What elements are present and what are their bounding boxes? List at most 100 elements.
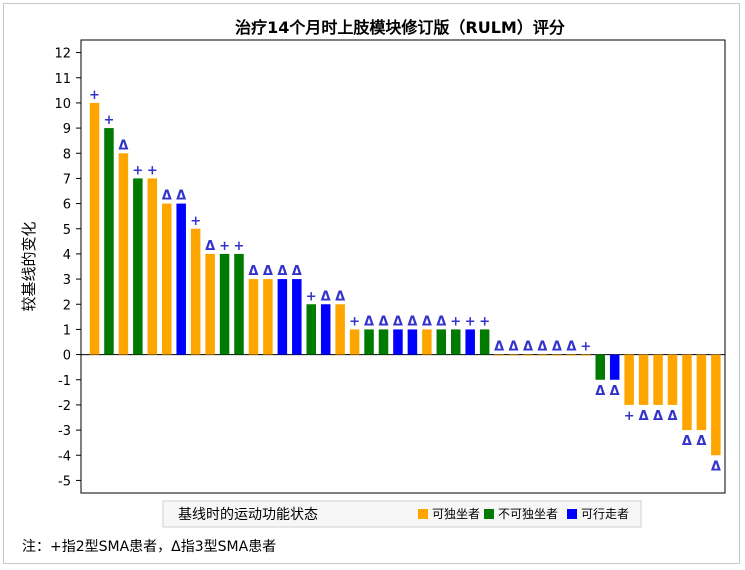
bar bbox=[407, 329, 418, 355]
type3-delta-marker: Δ bbox=[523, 340, 533, 355]
y-tick-label: 2 bbox=[63, 298, 71, 313]
bar bbox=[682, 354, 692, 431]
type3-delta-marker: Δ bbox=[537, 340, 547, 355]
type3-delta-marker: Δ bbox=[653, 409, 663, 424]
bar bbox=[508, 354, 519, 356]
chart-title: 治疗14个月时上肢模块修订版（RULM）评分 bbox=[235, 18, 565, 37]
type2-plus-marker: + bbox=[349, 314, 360, 329]
y-tick-label: -3 bbox=[58, 424, 71, 439]
y-tick-label: 4 bbox=[63, 248, 71, 263]
y-tick-label: 7 bbox=[63, 172, 71, 187]
bars bbox=[89, 102, 721, 456]
type3-delta-marker: Δ bbox=[436, 314, 446, 329]
type2-plus-marker: + bbox=[103, 113, 114, 128]
type3-delta-marker: Δ bbox=[639, 409, 649, 424]
bar bbox=[349, 329, 360, 355]
type2-plus-marker: + bbox=[190, 214, 201, 229]
bar bbox=[292, 279, 302, 355]
bar bbox=[422, 329, 432, 355]
type3-delta-marker: Δ bbox=[364, 314, 374, 329]
bar bbox=[205, 253, 215, 355]
bar bbox=[667, 354, 678, 405]
type3-delta-marker: Δ bbox=[407, 314, 417, 329]
bar bbox=[378, 329, 389, 355]
type2-plus-marker: + bbox=[89, 88, 100, 103]
type3-delta-marker: Δ bbox=[610, 384, 620, 399]
bar bbox=[104, 128, 114, 355]
y-tick-label: 11 bbox=[54, 72, 71, 87]
type3-delta-marker: Δ bbox=[566, 340, 576, 355]
type2-plus-marker: + bbox=[219, 239, 230, 254]
legend-entry-label: 可独坐者 bbox=[432, 507, 480, 521]
legend-swatch bbox=[484, 509, 494, 519]
bar bbox=[320, 304, 331, 355]
y-tick-label: 10 bbox=[54, 97, 71, 112]
y-tick-label: -4 bbox=[58, 449, 71, 464]
bar bbox=[436, 329, 447, 355]
footnote: 注：+指2型SMA患者，Δ指3型SMA患者 bbox=[22, 539, 277, 555]
bar bbox=[306, 304, 316, 355]
bar bbox=[711, 354, 721, 456]
bar bbox=[89, 102, 100, 355]
type3-delta-marker: Δ bbox=[494, 340, 504, 355]
legend: 基线时的运动功能状态 可独坐者 不可独坐者 可行走者 bbox=[162, 500, 642, 528]
bar-markers: ++Δ+ +Δ Δ+Δ + +Δ Δ Δ Δ+ Δ Δ+ Δ Δ Δ Δ Δ Δ + + +Δ Δ Δ Δ Δ Δ +Δ Δ+ Δ Δ… bbox=[89, 88, 721, 474]
type3-delta-marker: Δ bbox=[321, 289, 331, 304]
type3-delta-marker: Δ bbox=[118, 138, 128, 153]
bar bbox=[335, 304, 345, 355]
legend-title: 基线时的运动功能状态 bbox=[178, 506, 318, 523]
bar bbox=[277, 279, 288, 355]
type3-delta-marker: Δ bbox=[176, 189, 186, 204]
bar bbox=[494, 354, 504, 356]
type3-delta-marker: Δ bbox=[335, 289, 345, 304]
type3-delta-marker: Δ bbox=[595, 384, 605, 399]
type3-delta-marker: Δ bbox=[393, 314, 403, 329]
y-tick-label: -5 bbox=[58, 474, 71, 489]
type2-plus-marker: + bbox=[479, 314, 490, 329]
y-tick-label: 5 bbox=[63, 223, 71, 238]
bar bbox=[118, 153, 129, 355]
type3-delta-marker: Δ bbox=[682, 434, 692, 449]
type3-delta-marker: Δ bbox=[696, 434, 706, 449]
bar bbox=[147, 178, 158, 355]
y-tick-label: 12 bbox=[54, 47, 71, 62]
type3-delta-marker: Δ bbox=[205, 239, 215, 254]
bar bbox=[219, 253, 230, 355]
type3-delta-marker: Δ bbox=[422, 314, 432, 329]
bar bbox=[537, 354, 548, 356]
bar bbox=[624, 354, 634, 405]
type3-delta-marker: Δ bbox=[667, 409, 677, 424]
bar bbox=[523, 354, 533, 356]
bar bbox=[263, 279, 273, 355]
type2-plus-marker: + bbox=[234, 239, 245, 254]
type3-delta-marker: Δ bbox=[378, 314, 388, 329]
legend-swatch bbox=[418, 509, 428, 519]
bar bbox=[653, 354, 663, 405]
type2-plus-marker: + bbox=[450, 314, 461, 329]
y-tick-label: 0 bbox=[63, 349, 71, 364]
legend-entry-label: 可行走者 bbox=[581, 507, 629, 521]
bar bbox=[581, 354, 591, 356]
type2-plus-marker: + bbox=[465, 314, 476, 329]
type3-delta-marker: Δ bbox=[711, 459, 721, 474]
y-axis-label: 较基线的变化 bbox=[20, 221, 38, 311]
bar bbox=[696, 354, 707, 431]
y-tick-label: 6 bbox=[63, 198, 71, 213]
plot-area bbox=[80, 39, 726, 494]
type3-delta-marker: Δ bbox=[248, 264, 258, 279]
legend-entry-label: 不可独坐者 bbox=[498, 507, 558, 521]
bar bbox=[162, 203, 172, 355]
bar bbox=[552, 354, 562, 356]
type2-plus-marker: + bbox=[147, 163, 158, 178]
y-tick-label: -2 bbox=[58, 399, 71, 414]
bar bbox=[595, 354, 605, 380]
bar bbox=[566, 354, 577, 356]
bar bbox=[234, 253, 244, 355]
y-tick-label: 9 bbox=[63, 122, 71, 137]
bar bbox=[133, 178, 143, 355]
bar bbox=[364, 329, 374, 355]
type3-delta-marker: Δ bbox=[263, 264, 273, 279]
bar bbox=[451, 329, 461, 355]
